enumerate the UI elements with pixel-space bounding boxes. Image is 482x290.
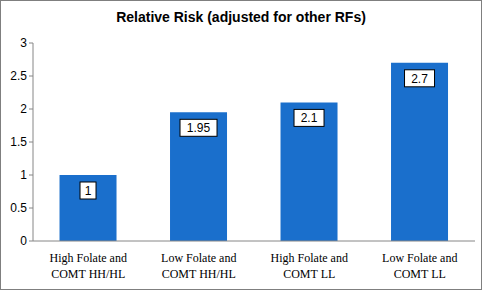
svg-text:1: 1 (20, 168, 27, 182)
svg-text:Low Folate andCOMT HH/HL: Low Folate andCOMT HH/HL (161, 251, 236, 281)
svg-text:High Folate andCOMT LL: High Folate andCOMT LL (271, 251, 348, 281)
svg-text:2.5: 2.5 (10, 69, 27, 83)
svg-text:1: 1 (85, 184, 92, 198)
svg-text:Low Folate andCOMT LL: Low Folate andCOMT LL (382, 251, 457, 281)
svg-text:0.5: 0.5 (10, 201, 27, 215)
svg-text:1.95: 1.95 (187, 121, 211, 135)
svg-text:0: 0 (20, 234, 27, 248)
svg-text:3: 3 (20, 36, 27, 50)
svg-text:2.1: 2.1 (301, 111, 318, 125)
svg-text:2: 2 (20, 102, 27, 116)
svg-text:1.5: 1.5 (10, 135, 27, 149)
html-text:Relative Risk (adjusted for ot: Relative Risk (adjusted for other RFs) (116, 9, 366, 25)
svg-text:2.7: 2.7 (411, 72, 428, 86)
svg-text:High Folate andCOMT HH/HL: High Folate andCOMT HH/HL (50, 251, 127, 281)
